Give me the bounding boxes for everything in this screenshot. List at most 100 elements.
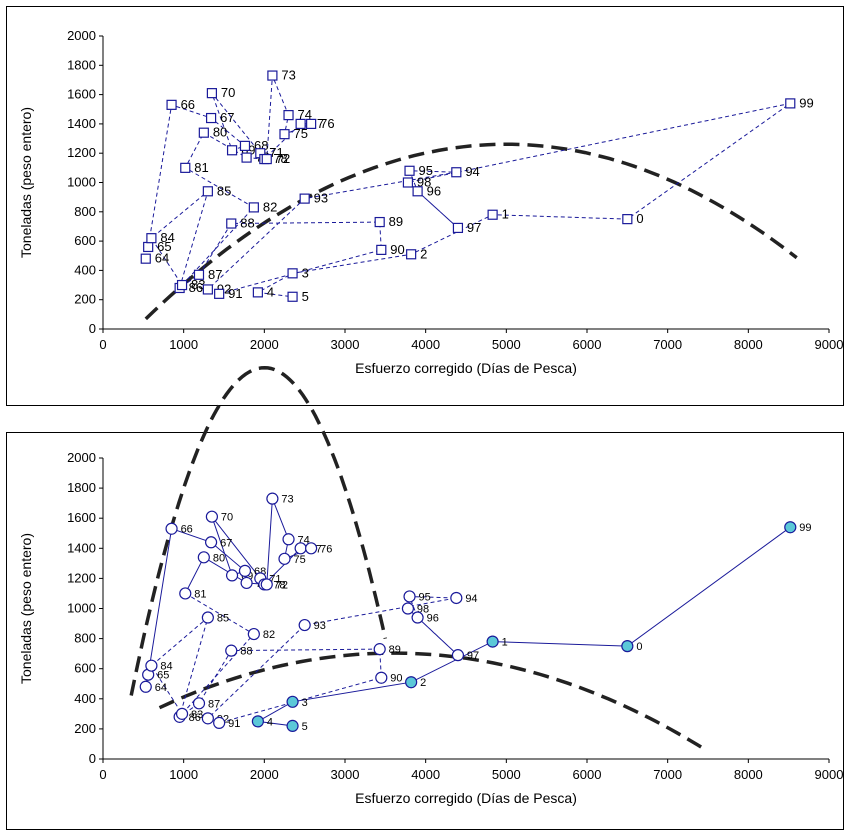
data-label-89: 89	[389, 644, 401, 656]
data-point-67	[204, 536, 218, 549]
fitted-curve-1	[129, 365, 388, 696]
data-point-87	[192, 697, 206, 710]
data-label-70: 70	[221, 85, 235, 100]
data-point-66	[165, 522, 178, 535]
data-label-5: 5	[302, 721, 308, 733]
data-label-1: 1	[502, 207, 509, 222]
chart-panel-bottom: 0 200 400 600 800 1000 1200 1400 1600 1800 2000 0 10…	[6, 365, 844, 830]
data-label-86: 86	[189, 280, 203, 295]
data-point-99	[784, 521, 797, 534]
data-label-98: 98	[417, 175, 431, 190]
y-axis-label: Toneladas (peso entero)	[18, 107, 34, 258]
x-tick-label: 2000	[250, 767, 279, 782]
data-label-78: 78	[273, 579, 285, 591]
y-tick-label: 400	[74, 262, 96, 277]
data-label-99: 99	[799, 522, 811, 534]
x-tick-label: 5000	[492, 767, 521, 782]
y-tick-label: 0	[89, 321, 96, 336]
data-label-86: 86	[189, 712, 201, 724]
x-tick-label: 0	[99, 767, 106, 782]
data-label-76: 76	[320, 116, 334, 131]
data-point-99	[785, 98, 796, 109]
data-label-4: 4	[267, 284, 274, 299]
x-tick-label: 4000	[411, 337, 440, 352]
x-tick-label: 6000	[573, 767, 602, 782]
data-point-95	[403, 590, 416, 603]
data-label-70: 70	[221, 512, 233, 524]
data-label-91: 91	[228, 286, 242, 301]
data-label-85: 85	[217, 613, 229, 625]
y-tick-label: 2000	[67, 28, 96, 43]
data-point-97	[452, 222, 464, 234]
data-point-96	[411, 611, 424, 624]
data-point-79	[240, 576, 253, 590]
data-label-87: 87	[208, 267, 222, 282]
data-label-75: 75	[294, 554, 306, 566]
y-tick-label: 1200	[67, 570, 96, 585]
data-point-70	[206, 88, 217, 99]
data-point-4	[252, 287, 263, 298]
x-tick-label: 5000	[492, 337, 521, 352]
x-axis-label: Esfuerzo corregido (Días de Pesca)	[355, 360, 577, 376]
data-label-87: 87	[208, 698, 220, 710]
data-point-82	[247, 627, 260, 641]
y-tick-label: 0	[89, 751, 96, 766]
data-point-74	[282, 533, 295, 546]
data-label-4: 4	[267, 716, 273, 728]
data-label-3: 3	[302, 265, 309, 280]
data-point-84	[146, 233, 157, 244]
x-tick-label: 3000	[331, 337, 360, 352]
x-tick-label: 9000	[815, 337, 844, 352]
y-tick-label: 400	[74, 691, 96, 706]
data-label-66: 66	[181, 524, 193, 536]
data-label-83: 83	[191, 709, 203, 721]
data-point-69	[225, 569, 239, 582]
data-label-2: 2	[420, 677, 426, 689]
data-point-73	[267, 70, 278, 81]
data-label-94: 94	[465, 164, 479, 179]
x-tick-label: 7000	[653, 337, 682, 352]
data-label-73: 73	[281, 494, 293, 506]
data-label-99: 99	[799, 95, 813, 110]
data-point-75	[278, 552, 291, 565]
data-point-91	[214, 288, 225, 299]
x-axis-label: Esfuerzo corregido (Días de Pesca)	[355, 790, 577, 806]
data-label-3: 3	[302, 697, 308, 709]
data-point-68	[239, 140, 251, 151]
data-label-90: 90	[390, 242, 404, 257]
data-point-77	[294, 542, 307, 555]
data-point-83	[176, 279, 188, 291]
y-tick-label: 1400	[67, 540, 96, 555]
data-label-80: 80	[213, 552, 225, 564]
data-point-85	[201, 611, 214, 624]
data-label-1: 1	[502, 637, 508, 649]
data-point-80	[197, 551, 210, 564]
x-tick-label: 8000	[734, 767, 763, 782]
data-point-89	[373, 643, 386, 656]
data-label-76: 76	[320, 543, 332, 555]
data-point-95	[404, 165, 415, 176]
y-tick-label: 800	[74, 204, 96, 219]
data-label-97: 97	[467, 220, 481, 235]
data-point-2	[405, 676, 418, 689]
data-point-68	[238, 564, 252, 577]
data-point-81	[179, 587, 192, 600]
y-tick-label: 1800	[67, 57, 96, 72]
data-point-98	[401, 602, 415, 615]
data-label-96: 96	[427, 183, 441, 198]
data-label-93: 93	[314, 191, 328, 206]
data-label-75: 75	[294, 126, 308, 141]
data-point-88	[226, 218, 237, 229]
y-tick-label: 1400	[67, 116, 96, 131]
data-label-71: 71	[269, 145, 283, 160]
y-tick-label: 2000	[67, 450, 96, 465]
data-point-4	[251, 715, 264, 728]
data-point-79	[241, 152, 252, 163]
data-label-96: 96	[427, 613, 439, 625]
data-point-5	[286, 719, 299, 732]
data-label-2: 2	[420, 246, 427, 261]
data-point-88	[225, 644, 238, 657]
data-point-5	[287, 291, 298, 302]
